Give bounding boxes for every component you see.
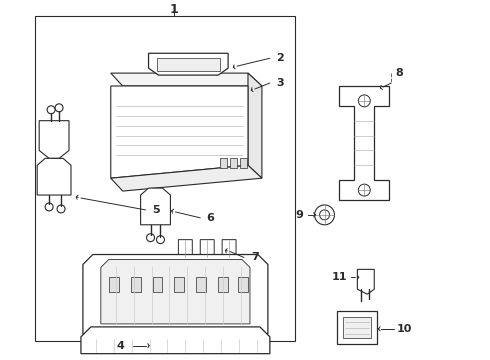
Bar <box>238 277 248 292</box>
Text: 1: 1 <box>170 3 179 16</box>
Ellipse shape <box>156 236 165 244</box>
Text: 6: 6 <box>206 213 214 223</box>
Ellipse shape <box>358 184 370 196</box>
Text: 4: 4 <box>117 341 124 351</box>
Polygon shape <box>222 240 236 264</box>
Ellipse shape <box>55 104 63 112</box>
Bar <box>131 277 141 292</box>
Bar <box>152 277 163 292</box>
Polygon shape <box>141 188 171 225</box>
Text: 7: 7 <box>251 252 259 262</box>
Ellipse shape <box>358 95 370 107</box>
Polygon shape <box>357 269 374 294</box>
Bar <box>196 277 206 292</box>
Polygon shape <box>111 73 262 86</box>
Text: 3: 3 <box>276 78 284 88</box>
Bar <box>35 15 294 341</box>
Text: 2: 2 <box>276 53 284 63</box>
Ellipse shape <box>57 205 65 213</box>
Bar <box>230 158 237 168</box>
Bar <box>240 158 247 168</box>
Polygon shape <box>83 255 268 334</box>
Polygon shape <box>39 121 69 158</box>
Bar <box>218 277 228 292</box>
Polygon shape <box>37 158 71 195</box>
Polygon shape <box>101 260 250 324</box>
Polygon shape <box>178 240 192 264</box>
Text: 11: 11 <box>332 272 347 282</box>
Polygon shape <box>148 53 228 75</box>
Polygon shape <box>156 58 220 71</box>
Polygon shape <box>81 327 270 354</box>
Text: 8: 8 <box>395 68 403 78</box>
Polygon shape <box>338 311 377 344</box>
Polygon shape <box>111 165 262 191</box>
Polygon shape <box>111 86 248 178</box>
Text: 5: 5 <box>152 205 159 215</box>
Polygon shape <box>340 86 389 200</box>
Ellipse shape <box>45 203 53 211</box>
Ellipse shape <box>319 210 329 220</box>
Polygon shape <box>200 240 214 264</box>
Bar <box>220 158 227 168</box>
Text: 10: 10 <box>396 324 412 334</box>
Polygon shape <box>343 317 371 338</box>
Text: 9: 9 <box>296 210 304 220</box>
Polygon shape <box>248 73 262 178</box>
Ellipse shape <box>147 234 154 242</box>
Bar <box>174 277 184 292</box>
Ellipse shape <box>47 106 55 114</box>
Ellipse shape <box>315 205 335 225</box>
Bar <box>109 277 119 292</box>
